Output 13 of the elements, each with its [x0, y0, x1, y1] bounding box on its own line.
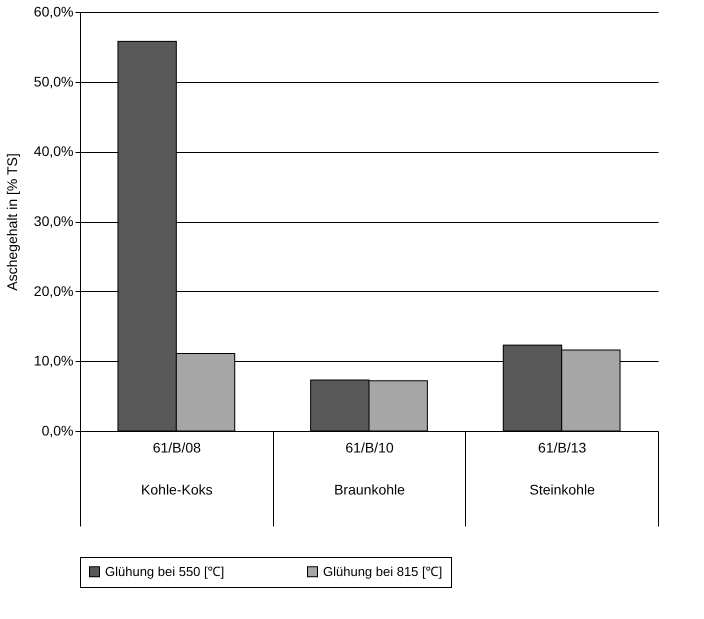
category-label: 61/B/08 Kohle-Koks — [141, 440, 213, 498]
y-tick-label: 60,0% — [34, 4, 74, 20]
y-tick-label: 40,0% — [34, 143, 74, 160]
y-tick-label: 30,0% — [34, 213, 74, 229]
y-tick-label: 20,0% — [34, 282, 74, 299]
category-label: 61/B/13 Steinkohle — [529, 440, 595, 498]
legend-label: Glühung bei 815 [℃] — [323, 564, 442, 579]
y-tick-label: 0,0% — [42, 422, 74, 438]
category-label: 61/B/10 Braunkohle — [334, 440, 405, 498]
y-tick-label: 50,0% — [34, 73, 74, 90]
y-axis-title: Aschegehalt in [% TS] — [4, 153, 20, 291]
y-tick-label: 10,0% — [34, 352, 74, 369]
legend-label: Glühung bei 550 [℃] — [105, 564, 224, 579]
